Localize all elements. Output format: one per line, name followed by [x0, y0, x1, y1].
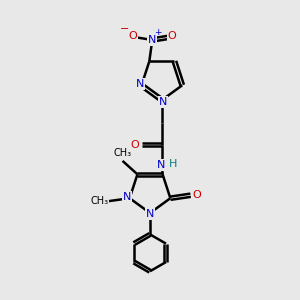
Text: O: O: [131, 140, 140, 150]
Text: CH₃: CH₃: [113, 148, 132, 158]
Text: N: N: [157, 160, 165, 170]
Text: N: N: [136, 79, 145, 89]
Text: H: H: [169, 159, 177, 169]
Text: N: N: [146, 209, 154, 219]
Text: N: N: [123, 192, 131, 202]
Text: −: −: [120, 24, 129, 34]
Text: +: +: [154, 28, 161, 37]
Text: O: O: [193, 190, 202, 200]
Text: O: O: [128, 32, 137, 41]
Text: N: N: [148, 35, 157, 45]
Text: CH₃: CH₃: [91, 196, 109, 206]
Text: N: N: [159, 97, 167, 107]
Text: O: O: [168, 32, 177, 41]
